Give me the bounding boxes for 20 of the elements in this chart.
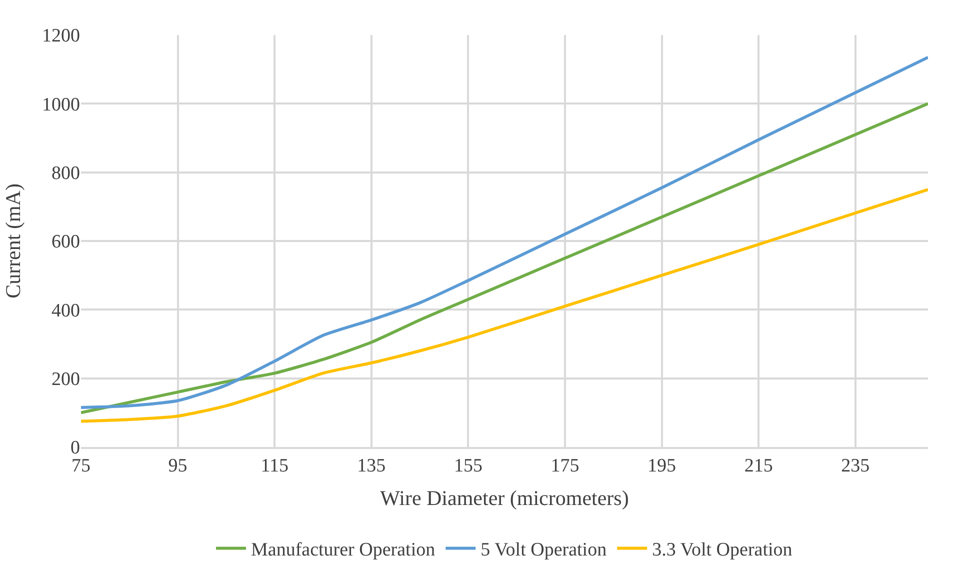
x-tick-label: 215 — [744, 456, 773, 477]
x-tick-label: 135 — [357, 456, 386, 477]
y-tick-label: 1000 — [42, 94, 80, 116]
x-tick-label: 155 — [454, 456, 482, 477]
y-tick-label: 200 — [52, 368, 80, 390]
legend-label: 3.3 Volt Operation — [652, 540, 793, 561]
x-tick-label: 175 — [550, 456, 580, 477]
x-tick-label: 235 — [841, 456, 870, 477]
x-tick-label: 195 — [648, 456, 676, 477]
line-series — [81, 188, 928, 423]
y-tick-label: 1200 — [42, 26, 80, 47]
x-axis-title: Wire Diameter (micrometers) — [380, 486, 629, 510]
legend-label: 5 Volt Operation — [480, 540, 608, 561]
y-tick-label: 600 — [52, 232, 80, 253]
y-tick-label: 800 — [52, 162, 80, 184]
x-tick-label: 95 — [168, 456, 188, 477]
x-tick-label: 115 — [260, 456, 288, 477]
legend-label: Manufacturer Operation — [251, 540, 436, 561]
y-axis-title: Current (mA) — [1, 184, 26, 298]
y-tick-label: 400 — [52, 300, 80, 322]
